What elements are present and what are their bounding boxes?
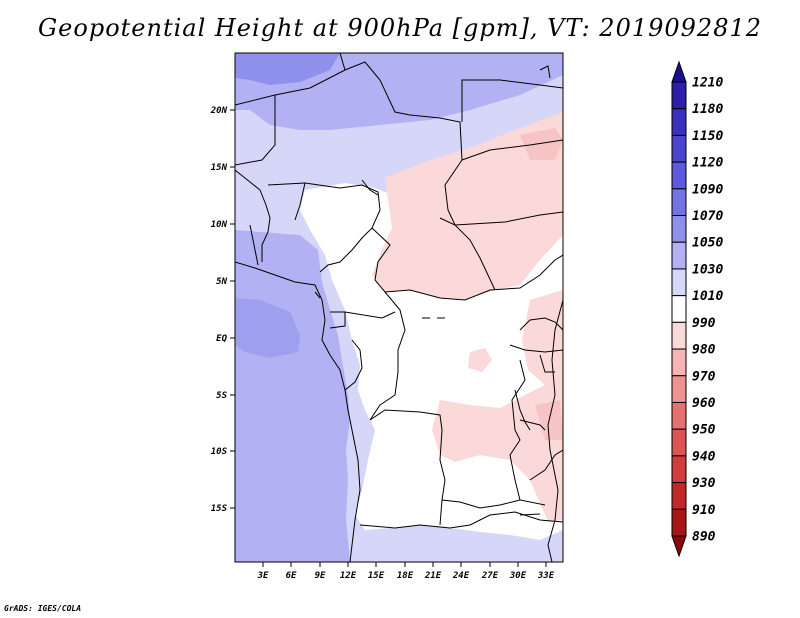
chart-title: Geopotential Height at 900hPa [gpm], VT:… [38, 14, 762, 42]
lat-label-20n: 20N [210, 106, 228, 116]
colorbar-label: 910 [692, 503, 716, 518]
colorbar-segment [671, 375, 687, 403]
colorbar-segment [671, 428, 687, 457]
lat-label-10s: 10S [211, 447, 228, 457]
colorbar-segment [671, 508, 687, 537]
colorbar-top-triangle [671, 60, 687, 83]
lon-label-24e: 24E [452, 571, 470, 581]
lon-label-33e: 33E [537, 571, 555, 581]
colorbar-label: 1050 [692, 236, 723, 251]
lon-label-15e: 15E [368, 571, 385, 581]
colorbar-segment [671, 455, 687, 484]
grads-credit: GrADS: IGES/COLA [4, 604, 82, 613]
colorbar-segment [671, 241, 687, 270]
colorbar-label: 940 [692, 449, 716, 464]
colorbar-segment [671, 81, 687, 110]
field-band-980-southeast [432, 380, 563, 522]
lon-label-3e: 3E [257, 571, 269, 581]
lon-label-6e: 6E [286, 571, 297, 581]
lon-label-9e: 9E [315, 571, 326, 581]
colorbar-label: 1030 [692, 262, 723, 277]
colorbar-segment [671, 295, 687, 323]
colorbar-label: 930 [692, 476, 716, 491]
colorbar-label: 1070 [692, 209, 723, 224]
colorbar-segment [671, 108, 687, 136]
field-band-980-east [522, 290, 563, 385]
lat-label-15n: 15N [211, 163, 228, 173]
colorbar-label: 1120 [692, 156, 723, 171]
lat-label-10n: 10N [211, 220, 228, 230]
colorbar-label: 990 [692, 316, 716, 331]
colorbar-label: 950 [692, 423, 716, 438]
colorbar-label: 1180 [692, 102, 723, 117]
colorbar-segment [671, 134, 687, 163]
colorbar-label: 980 [692, 343, 716, 358]
map-frame [234, 52, 564, 563]
field-band-1050-north [235, 53, 340, 85]
latitude-axis: 20N 15N 10N 5N EQ 5S 10S 15S [210, 106, 235, 514]
field-band-1030-gulf [235, 298, 300, 358]
field-band-980-northeast [372, 112, 563, 300]
colorbar-segment [671, 268, 687, 297]
colorbar-segment [671, 321, 687, 350]
lon-label-27e: 27E [481, 571, 499, 581]
colorbar-label: 970 [692, 369, 716, 384]
country-boundaries [235, 53, 563, 562]
lon-label-21e: 21E [424, 571, 442, 581]
field-band-970-patch [520, 128, 563, 160]
longitude-axis: 3E 6E 9E 12E 15E 18E 21E 24E 27E 30E 33E [257, 562, 555, 581]
colorbar: 1210 1180 1150 1120 1090 1070 1050 1030 1010 990 9… [671, 60, 723, 558]
lon-label-18e: 18E [397, 571, 414, 581]
lon-label-12e: 12E [340, 571, 357, 581]
colorbar-segment [671, 161, 687, 190]
lat-label-15s: 15S [211, 504, 228, 514]
colorbar-segment [671, 401, 687, 430]
field-band-980-center [468, 348, 492, 372]
colorbar-label: 1210 [692, 76, 723, 91]
colorbar-segment [671, 215, 687, 243]
lat-label-5s: 5S [216, 391, 227, 401]
colorbar-segment [671, 348, 687, 377]
colorbar-label: 960 [692, 396, 716, 411]
colorbar-bottom-triangle [671, 535, 687, 558]
lon-label-30e: 30E [509, 571, 527, 581]
colorbar-segment [671, 188, 687, 217]
height-field [235, 53, 563, 562]
colorbar-label: 1150 [692, 129, 723, 144]
colorbar-label: 1090 [692, 182, 723, 197]
lat-label-eq: EQ [216, 334, 227, 344]
lat-label-5n: 5N [216, 277, 227, 287]
colorbar-label: 890 [692, 530, 716, 545]
colorbar-segment [671, 482, 687, 510]
colorbar-label: 1010 [692, 289, 723, 304]
